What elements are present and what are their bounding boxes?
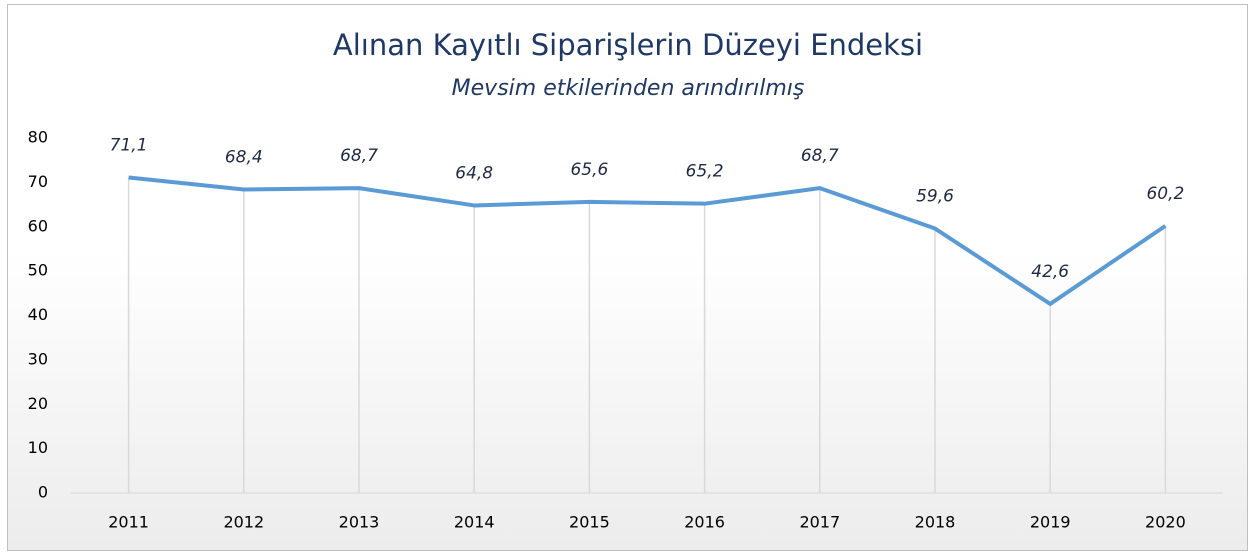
data-label: 65,2 xyxy=(686,162,724,182)
data-label: 68,4 xyxy=(225,147,263,167)
chart-title: Alınan Kayıtlı Siparişlerin Düzeyi Endek… xyxy=(333,28,923,62)
x-tick-label: 2015 xyxy=(569,513,610,532)
y-tick-label: 80 xyxy=(28,128,48,147)
data-label: 42,6 xyxy=(1031,262,1069,282)
y-tick-label: 60 xyxy=(28,216,48,235)
y-tick-label: 50 xyxy=(28,261,48,280)
x-tick-label: 2012 xyxy=(223,513,264,532)
data-label: 64,8 xyxy=(455,163,493,183)
data-label: 68,7 xyxy=(340,146,378,166)
data-line xyxy=(128,175,1167,306)
x-tick-label: 2019 xyxy=(1030,513,1071,532)
y-tick-label: 0 xyxy=(38,483,48,502)
chart-subtitle: Mevsim etkilerinden arındırılmış xyxy=(452,76,805,101)
y-tick-label: 20 xyxy=(28,394,48,413)
data-label: 68,7 xyxy=(801,146,839,166)
x-tick-label: 2011 xyxy=(108,513,149,532)
data-label: 65,6 xyxy=(570,160,608,180)
x-tick-label: 2013 xyxy=(339,513,380,532)
y-tick-label: 10 xyxy=(28,438,48,457)
data-label: 59,6 xyxy=(916,187,954,207)
x-tick-label: 2014 xyxy=(454,513,495,532)
y-tick-label: 40 xyxy=(28,305,48,324)
x-tick-label: 2017 xyxy=(799,513,840,532)
y-tick-label: 70 xyxy=(28,172,48,191)
data-label: 60,2 xyxy=(1146,184,1184,204)
chart-frame xyxy=(7,4,1248,551)
x-tick-label: 2018 xyxy=(915,513,956,532)
x-tick-label: 2020 xyxy=(1145,513,1186,532)
y-tick-label: 30 xyxy=(28,349,48,368)
x-tick-label: 2016 xyxy=(684,513,725,532)
data-label: 71,1 xyxy=(110,135,148,155)
